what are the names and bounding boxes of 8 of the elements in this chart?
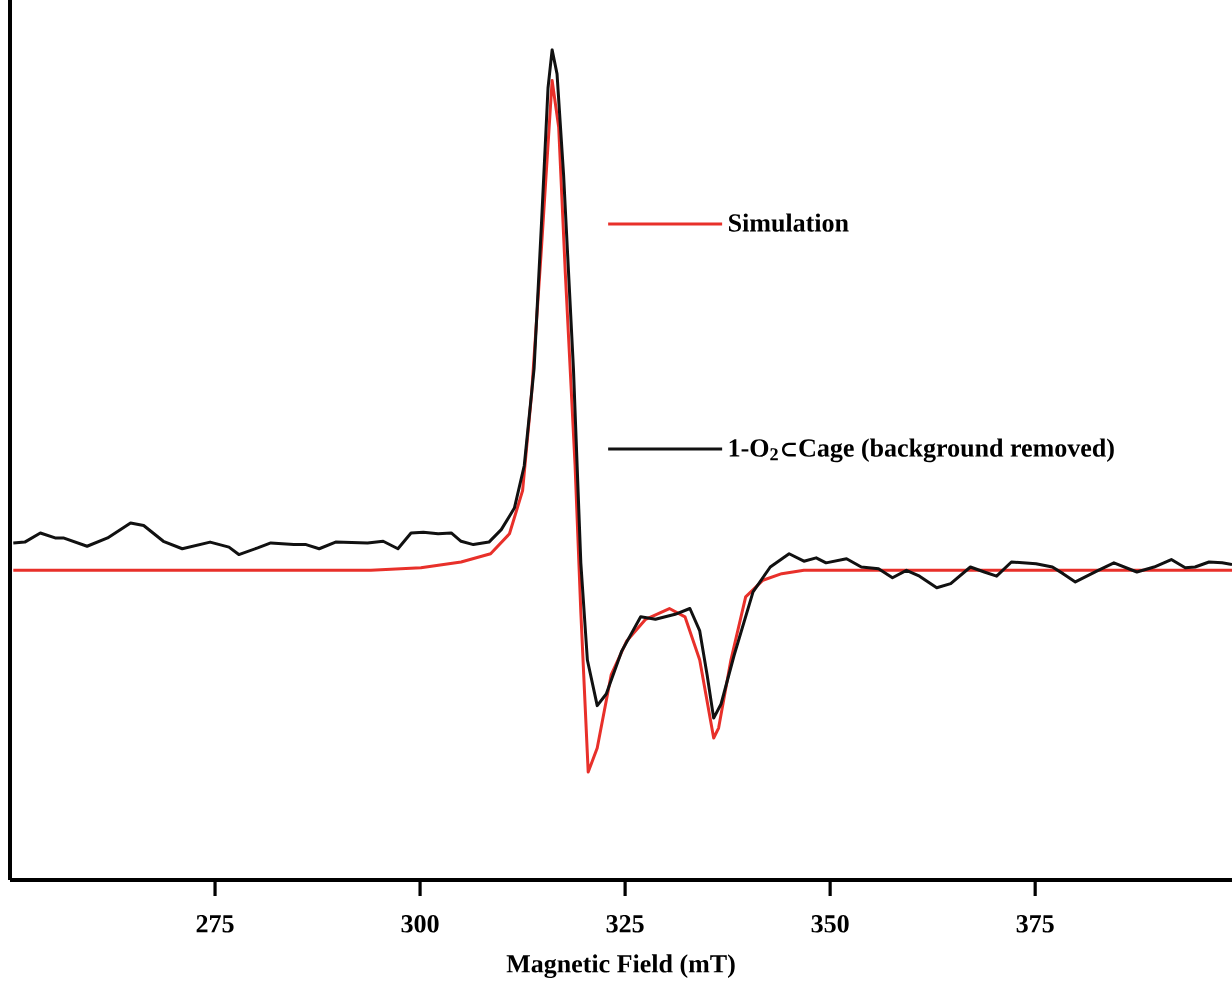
x-tick-label: 325 — [606, 915, 644, 933]
legend-label: Simulation — [729, 213, 849, 232]
x-tick-label: 350 — [811, 915, 849, 933]
x-axis-title: Magnetic Field (mT) — [506, 954, 735, 979]
x-tick-label: 300 — [401, 915, 439, 933]
legend-label: 1-O$_{2}$⊂Cage (background removed) — [729, 438, 1114, 463]
x-tick-label: 275 — [196, 915, 234, 933]
x-tick-label: 375 — [1016, 915, 1054, 933]
